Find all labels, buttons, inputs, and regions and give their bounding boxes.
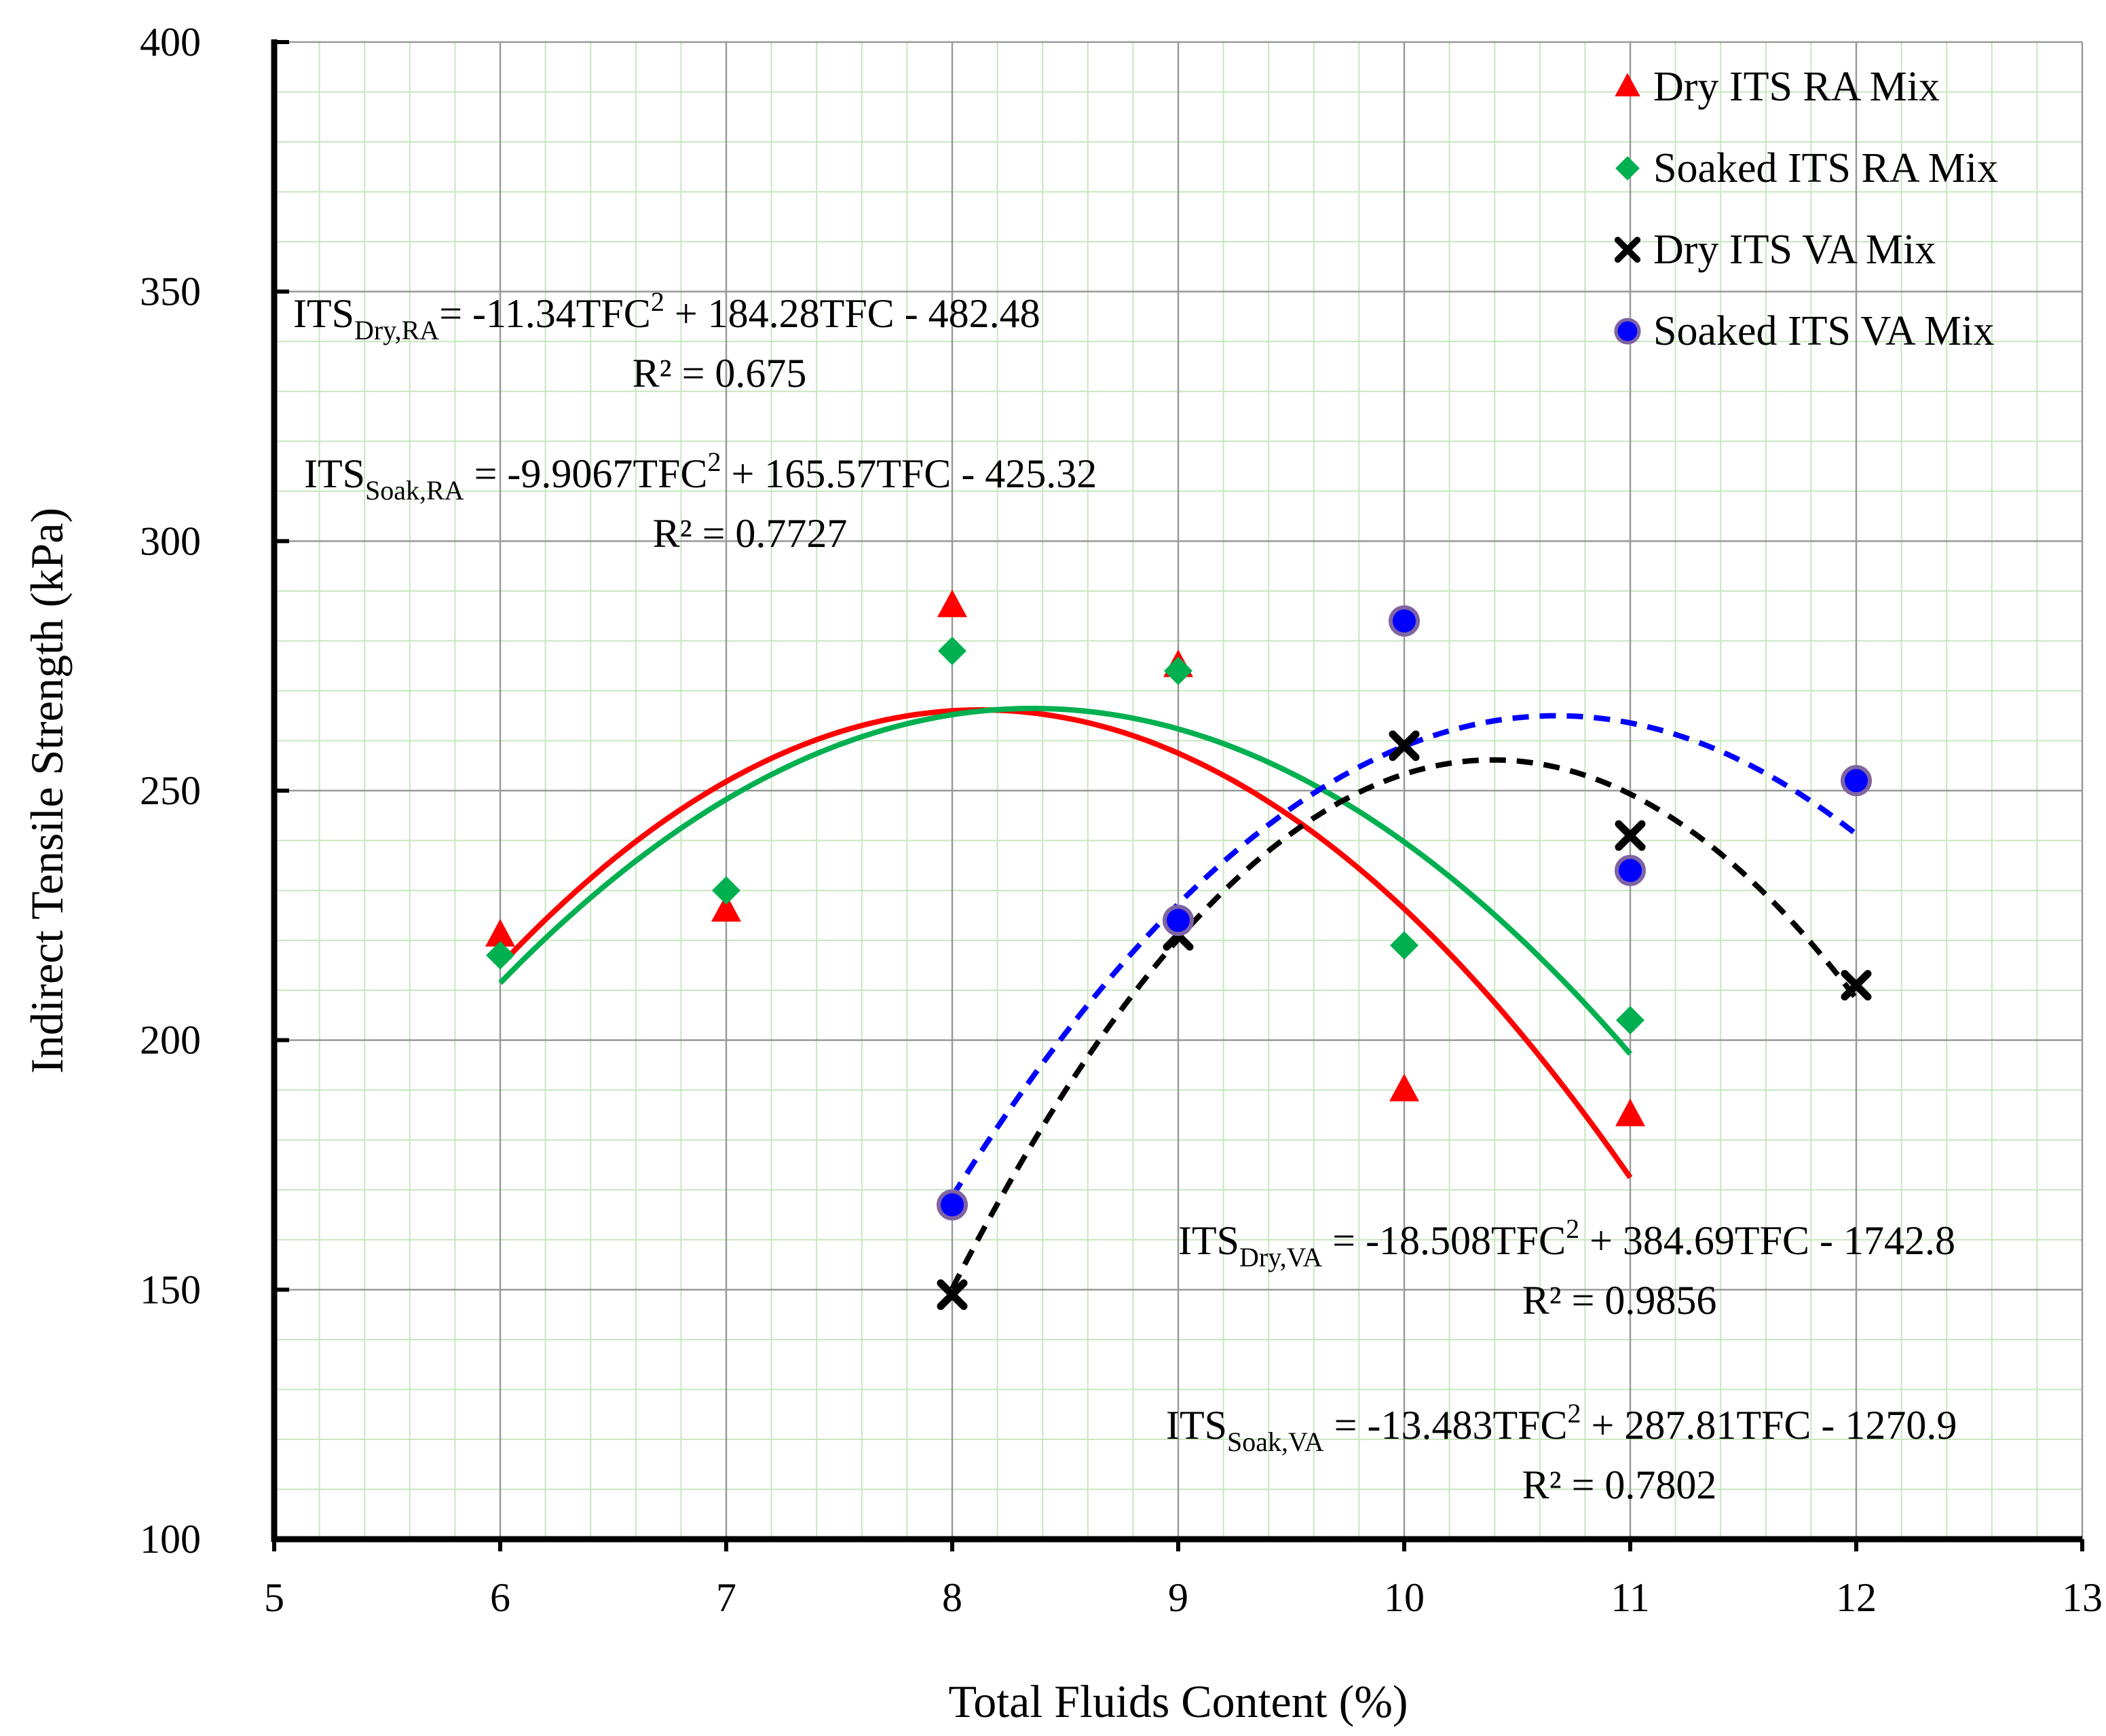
- equation-base: ITS: [304, 451, 365, 496]
- axes: 5 6 7 8 9 10 11 12 13 100 150 200 250 300 350 400: [140, 20, 2103, 1620]
- legend-label: Dry ITS RA Mix: [1653, 64, 1940, 110]
- legend-marker-x: [1614, 236, 1641, 263]
- x-marker-stroke: [937, 1279, 968, 1310]
- legend-marker-diamond: [1615, 156, 1640, 181]
- x-tick-label: 11: [1611, 1575, 1650, 1620]
- y-axis-title: Indirect Tensile Strength (kPa): [21, 508, 73, 1074]
- x-marker-stroke: [1389, 730, 1420, 761]
- legend-item-3: Dry ITS VA Mix: [1614, 227, 1936, 273]
- x-tick-label: 6: [490, 1575, 510, 1620]
- equation-1: ITSDry,RA= -11.34TFC2 + 184.28TFC - 482.…: [293, 286, 1040, 345]
- legend-marker-triangle: [1615, 73, 1640, 97]
- trend-line-2: [498, 705, 1633, 1056]
- point-diamond-1: [486, 941, 514, 970]
- r-squared-3: R² = 0.9856: [1522, 1278, 1717, 1323]
- equation-tail: + 384.69TFC - 1742.8: [1579, 1218, 1955, 1263]
- legend-item-1: Dry ITS RA Mix: [1615, 64, 1940, 110]
- x-tick-label: 13: [2062, 1575, 2103, 1620]
- legend-marker-circle: [1614, 318, 1641, 345]
- equation-annotations: ITSDry,RA= -11.34TFC2 + 184.28TFC - 482.…: [293, 286, 1957, 1507]
- equation-base: ITS: [1178, 1218, 1239, 1263]
- equation-superscript: 2: [1567, 1398, 1581, 1429]
- x-tick-label: 8: [942, 1575, 962, 1620]
- point-triangle-5: [1389, 1074, 1419, 1101]
- equation-base: ITS: [293, 291, 354, 336]
- equation-body: = -13.483TFC: [1324, 1403, 1568, 1448]
- legend-label: Dry ITS VA Mix: [1653, 227, 1936, 273]
- x-tick-label: 5: [264, 1575, 284, 1620]
- point-x-3: [1389, 730, 1420, 761]
- equation-tail: + 287.81TFC - 1270.9: [1581, 1403, 1957, 1448]
- data-points: [485, 589, 1872, 1310]
- point-triangle-6: [1615, 1098, 1645, 1127]
- equation-4: ITSSoak,VA = -13.483TFC2 + 287.81TFC - 1…: [1166, 1398, 1957, 1457]
- trend-line-4: [949, 713, 1858, 1199]
- x-tick-label: 10: [1384, 1575, 1425, 1620]
- y-tick-label: 100: [140, 1517, 201, 1562]
- x-marker-stroke: [1841, 970, 1872, 1001]
- point-x-1: [937, 1279, 968, 1310]
- equation-base: ITS: [1166, 1403, 1227, 1448]
- x-marker-stroke: [1615, 820, 1646, 851]
- equation-superscript: 2: [651, 286, 664, 317]
- point-diamond-5: [1390, 930, 1418, 960]
- point-x-4: [1615, 820, 1646, 851]
- equation-body: = -9.9067TFC: [464, 451, 708, 496]
- equation-subscript: Dry,VA: [1239, 1242, 1322, 1272]
- r-squared-4: R² = 0.7802: [1522, 1463, 1717, 1507]
- trend-line-1: [498, 706, 1633, 1180]
- point-diamond-6: [1616, 1006, 1644, 1035]
- legend-label: Soaked ITS VA Mix: [1653, 308, 1994, 354]
- point-circle-1: [937, 1189, 968, 1221]
- x-tick-label: 7: [716, 1575, 736, 1620]
- point-diamond-2: [712, 876, 740, 905]
- y-tick-label: 250: [140, 768, 201, 813]
- y-tick-label: 200: [140, 1018, 201, 1063]
- grid: [273, 41, 2084, 1541]
- point-circle-3: [1389, 605, 1420, 637]
- r-squared-1: R² = 0.675: [633, 351, 807, 396]
- legend-item-4: Soaked ITS VA Mix: [1614, 308, 1994, 354]
- legend: Dry ITS RA Mix Soaked ITS RA Mix Dry ITS V…: [1614, 64, 1998, 354]
- point-diamond-3: [938, 637, 966, 666]
- equation-subscript: Dry,RA: [354, 315, 439, 345]
- equation-2: ITSSoak,RA = -9.9067TFC2 + 165.57TFC - 4…: [304, 447, 1097, 506]
- equation-tail: + 165.57TFC - 425.32: [721, 451, 1097, 496]
- point-triangle-1: [485, 919, 515, 947]
- equation-body: = -18.508TFC: [1322, 1218, 1566, 1263]
- y-tick-label: 350: [140, 269, 201, 314]
- point-circle-2: [1163, 905, 1194, 937]
- equation-body: = -11.34TFC: [439, 291, 651, 336]
- equation-3: ITSDry,VA = -18.508TFC2 + 384.69TFC - 17…: [1178, 1213, 1955, 1272]
- x-tick-label: 12: [1836, 1575, 1877, 1620]
- point-diamond-4: [1164, 656, 1192, 685]
- equation-tail: + 184.28TFC - 482.48: [664, 291, 1040, 336]
- x-axis-title: Total Fluids Content (%): [948, 1676, 1408, 1727]
- equation-subscript: Soak,RA: [365, 475, 464, 506]
- trend-lines: [498, 705, 1859, 1290]
- y-tick-label: 150: [140, 1267, 201, 1312]
- equation-superscript: 2: [1566, 1213, 1579, 1244]
- point-circle-4: [1615, 854, 1646, 886]
- point-triangle-3: [937, 589, 967, 618]
- legend-item-2: Soaked ITS RA Mix: [1615, 145, 1998, 191]
- point-circle-5: [1841, 765, 1872, 797]
- y-tick-label: 300: [140, 518, 201, 563]
- point-x-5: [1841, 970, 1872, 1001]
- legend-label: Soaked ITS RA Mix: [1653, 145, 1998, 191]
- point-triangle-2: [711, 894, 741, 922]
- y-tick-label: 400: [140, 20, 201, 64]
- x-tick-label: 9: [1168, 1575, 1188, 1620]
- r-squared-2: R² = 0.7727: [653, 511, 848, 556]
- equation-superscript: 2: [707, 447, 721, 477]
- equation-subscript: Soak,VA: [1227, 1427, 1324, 1457]
- x-marker-stroke: [1614, 236, 1641, 263]
